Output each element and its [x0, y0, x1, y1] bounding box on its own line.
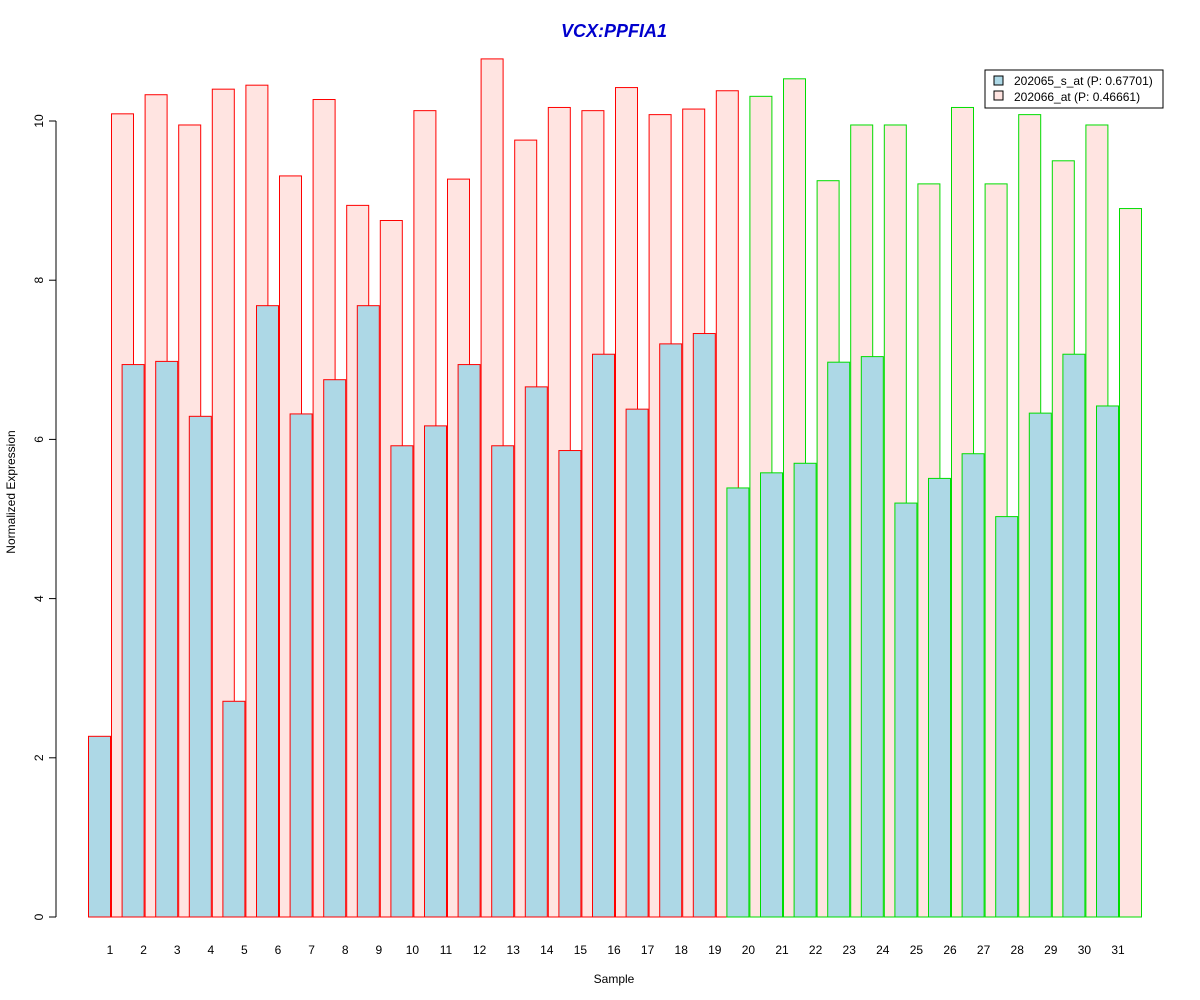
x-tick-label: 7 — [308, 943, 315, 957]
bar-sample-14-series-1 — [524, 386, 548, 918]
legend-label-series-1: 202065_s_at (P: 0.67701) — [1014, 74, 1153, 88]
y-tick-label: 2 — [32, 754, 46, 761]
x-tick-label: 20 — [742, 943, 756, 957]
x-tick-label: 28 — [1011, 943, 1025, 957]
x-tick-label: 18 — [675, 943, 689, 957]
bar-sample-29-series-1 — [1028, 412, 1052, 918]
bar-sample-13-series-1 — [491, 445, 515, 918]
x-tick-label: 14 — [540, 943, 554, 957]
y-tick-label: 10 — [32, 114, 46, 128]
bar-sample-26-series-1 — [928, 477, 951, 918]
y-tick-label: 6 — [32, 436, 46, 443]
legend-swatch-series-2 — [993, 90, 1004, 101]
x-tick-label: 31 — [1111, 943, 1125, 957]
legend: 202065_s_at (P: 0.67701) 202066_at (P: 0… — [984, 69, 1164, 109]
bar-sample-2-series-1 — [121, 364, 145, 918]
bar-sample-5-series-1 — [222, 700, 246, 918]
x-axis-tick-labels: 1 2 3 4 5 6 7 8 9 10 11 12 13 14 15 16 17 18 19 20 21 22 23 24 2… — [107, 943, 1125, 957]
x-tick-label: 12 — [473, 943, 487, 957]
bar-sample-28-series-1 — [995, 516, 1019, 918]
x-tick-label: 26 — [943, 943, 957, 957]
x-tick-label: 8 — [342, 943, 349, 957]
bar-sample-4-series-1 — [188, 415, 212, 918]
x-tick-label: 3 — [174, 943, 181, 957]
bar-sample-21-series-1 — [760, 472, 783, 918]
bar-sample-10-series-1 — [390, 445, 414, 918]
bar-sample-27-series-1 — [961, 453, 985, 918]
x-tick-label: 4 — [207, 943, 214, 957]
y-tick-label: 8 — [32, 277, 46, 284]
y-axis-ticks: 0 2 4 6 8 10 — [32, 114, 56, 920]
x-tick-label: 24 — [876, 943, 890, 957]
bar-sample-24-series-1 — [860, 356, 884, 918]
x-tick-label: 5 — [241, 943, 248, 957]
x-tick-label: 22 — [809, 943, 823, 957]
y-axis-label: Normalized Expression — [4, 430, 18, 553]
bars — [88, 58, 1142, 918]
x-axis-label: Sample — [594, 972, 635, 986]
x-tick-label: 30 — [1078, 943, 1092, 957]
x-tick-label: 6 — [275, 943, 282, 957]
x-tick-label: 29 — [1044, 943, 1058, 957]
chart-title: VCX:PPFIA1 — [561, 21, 667, 41]
legend-box — [984, 69, 1164, 109]
x-tick-label: 9 — [375, 943, 382, 957]
bar-sample-19-series-1 — [692, 333, 716, 918]
bar-sample-1-series-1 — [88, 735, 111, 918]
x-tick-label: 17 — [641, 943, 655, 957]
bar-sample-18-series-1 — [659, 343, 683, 918]
bar-sample-7-series-1 — [289, 413, 313, 918]
x-tick-label: 1 — [107, 943, 114, 957]
x-tick-label: 10 — [406, 943, 420, 957]
y-tick-label: 0 — [32, 913, 46, 920]
legend-swatch-series-1 — [993, 75, 1004, 86]
x-tick-label: 27 — [977, 943, 991, 957]
bar-sample-31-series-1 — [1096, 405, 1119, 918]
bar-sample-15-series-1 — [558, 450, 582, 918]
bar-sample-25-series-1 — [894, 502, 918, 918]
x-tick-label: 21 — [775, 943, 789, 957]
x-tick-label: 19 — [708, 943, 722, 957]
bar-sample-22-series-1 — [793, 462, 817, 918]
bar-sample-30-series-1 — [1062, 353, 1086, 918]
bar-sample-8-series-1 — [323, 379, 347, 918]
x-tick-label: 15 — [574, 943, 588, 957]
bar-sample-20-series-1 — [726, 487, 750, 918]
x-tick-label: 11 — [440, 943, 453, 957]
bar-sample-3-series-1 — [155, 360, 179, 918]
legend-label-series-2: 202066_at (P: 0.46661) — [1014, 90, 1140, 104]
y-tick-label: 4 — [32, 595, 46, 602]
bar-sample-31-series-2 — [1119, 208, 1142, 918]
bar-sample-17-series-1 — [625, 408, 649, 918]
x-tick-label: 13 — [507, 943, 521, 957]
x-tick-label: 2 — [140, 943, 147, 957]
bar-sample-11-series-1 — [424, 425, 447, 918]
x-tick-label: 23 — [843, 943, 857, 957]
bar-sample-12-series-1 — [457, 364, 481, 918]
bar-sample-23-series-1 — [827, 361, 851, 918]
bar-sample-16-series-1 — [592, 353, 615, 918]
bar-sample-6-series-1 — [256, 305, 279, 918]
x-tick-label: 25 — [910, 943, 924, 957]
x-tick-label: 16 — [607, 943, 621, 957]
bar-sample-9-series-1 — [356, 305, 380, 918]
